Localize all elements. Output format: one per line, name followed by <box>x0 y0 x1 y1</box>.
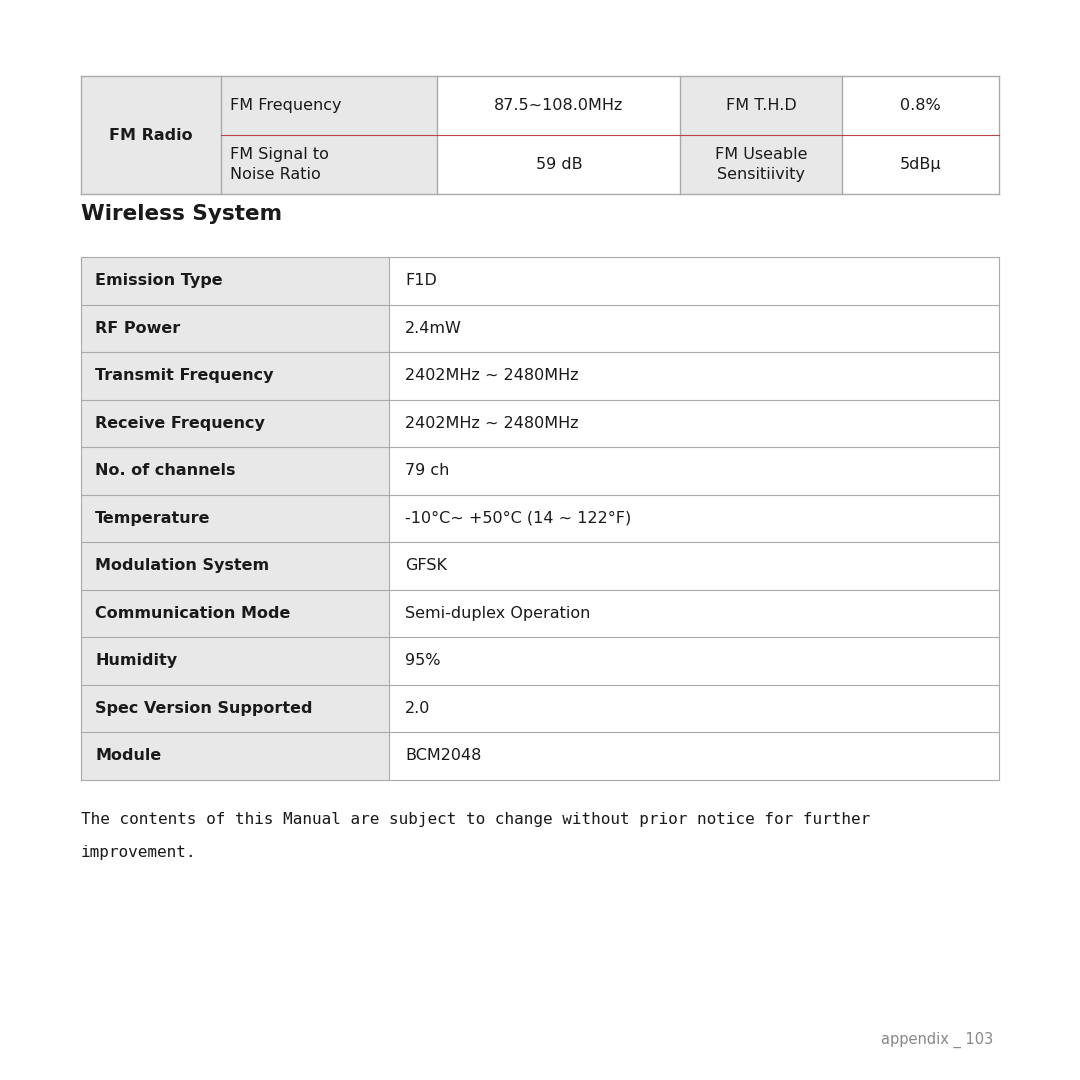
Text: 79 ch: 79 ch <box>405 463 449 478</box>
Text: Module: Module <box>95 748 161 764</box>
Text: 2402MHz ~ 2480MHz: 2402MHz ~ 2480MHz <box>405 368 579 383</box>
Text: 59 dB: 59 dB <box>536 158 582 172</box>
Text: 2.0: 2.0 <box>405 701 430 716</box>
Text: Wireless System: Wireless System <box>81 203 282 224</box>
Text: FM T.H.D: FM T.H.D <box>726 98 797 112</box>
Text: 2402MHz ~ 2480MHz: 2402MHz ~ 2480MHz <box>405 416 579 431</box>
Text: FM Useable
Sensitiivity: FM Useable Sensitiivity <box>715 147 808 183</box>
Text: GFSK: GFSK <box>405 558 447 573</box>
Text: 5dBμ: 5dBμ <box>900 158 942 172</box>
Text: FM Frequency: FM Frequency <box>230 98 341 112</box>
Text: Communication Mode: Communication Mode <box>95 606 291 621</box>
Text: RF Power: RF Power <box>95 321 180 336</box>
Text: 2.4mW: 2.4mW <box>405 321 462 336</box>
Text: improvement.: improvement. <box>81 845 197 860</box>
Text: The contents of this Manual are subject to change without prior notice for furth: The contents of this Manual are subject … <box>81 812 870 827</box>
Text: Humidity: Humidity <box>95 653 177 669</box>
Text: appendix _ 103: appendix _ 103 <box>881 1031 994 1048</box>
Text: FM Signal to
Noise Ratio: FM Signal to Noise Ratio <box>230 147 329 183</box>
Text: F1D: F1D <box>405 273 437 288</box>
Text: Semi-duplex Operation: Semi-duplex Operation <box>405 606 591 621</box>
Text: No. of channels: No. of channels <box>95 463 235 478</box>
Text: 87.5~108.0MHz: 87.5~108.0MHz <box>495 98 623 112</box>
Text: BCM2048: BCM2048 <box>405 748 482 764</box>
Text: Modulation System: Modulation System <box>95 558 269 573</box>
Text: Temperature: Temperature <box>95 511 211 526</box>
Text: 0.8%: 0.8% <box>901 98 941 112</box>
Text: -10°C~ +50°C (14 ~ 122°F): -10°C~ +50°C (14 ~ 122°F) <box>405 511 631 526</box>
Text: Transmit Frequency: Transmit Frequency <box>95 368 273 383</box>
Text: FM Radio: FM Radio <box>109 127 193 143</box>
Text: Spec Version Supported: Spec Version Supported <box>95 701 312 716</box>
Text: 95%: 95% <box>405 653 441 669</box>
Text: Receive Frequency: Receive Frequency <box>95 416 265 431</box>
Text: Emission Type: Emission Type <box>95 273 222 288</box>
